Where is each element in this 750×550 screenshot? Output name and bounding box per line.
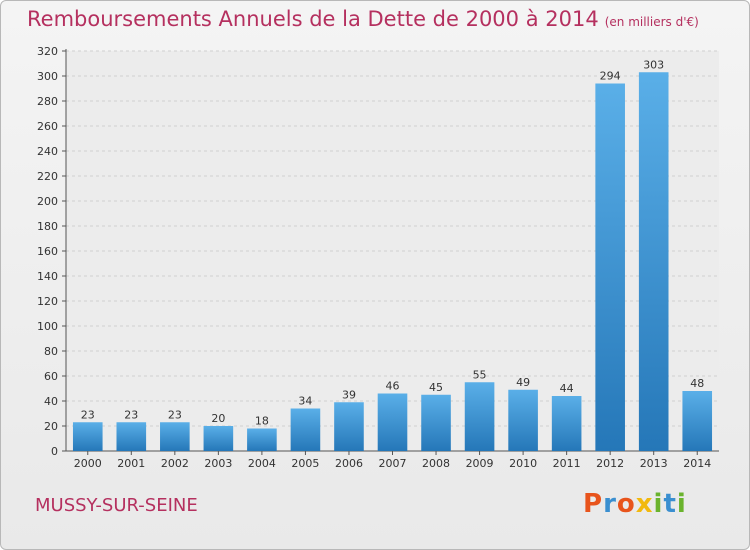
y-tick-label: 160 xyxy=(37,245,58,258)
logo-letter: i xyxy=(653,489,664,519)
data-label: 48 xyxy=(690,377,704,390)
y-tick-label: 200 xyxy=(37,195,58,208)
x-tick-label: 2012 xyxy=(596,457,624,470)
bar xyxy=(247,428,277,451)
y-tick-label: 100 xyxy=(37,320,58,333)
logo-letter: P xyxy=(583,489,604,519)
bar xyxy=(203,426,234,451)
bar xyxy=(595,83,625,451)
y-tick-label: 280 xyxy=(37,95,58,108)
chart-title-text: Remboursements Annuels de la Dette de 20… xyxy=(27,7,599,31)
x-tick-label: 2014 xyxy=(683,457,711,470)
y-tick-label: 300 xyxy=(37,70,58,83)
logo-letter: i xyxy=(676,489,687,519)
x-tick-label: 2006 xyxy=(335,457,363,470)
x-tick-label: 2000 xyxy=(74,457,102,470)
logo-letter: o xyxy=(616,489,636,519)
data-label: 23 xyxy=(81,408,95,421)
y-tick-label: 120 xyxy=(37,295,58,308)
bar xyxy=(160,422,190,451)
data-label: 18 xyxy=(255,415,269,428)
data-label: 44 xyxy=(560,382,574,395)
data-label: 23 xyxy=(168,408,182,421)
x-tick-label: 2009 xyxy=(466,457,494,470)
bar xyxy=(290,408,321,451)
chart-title: Remboursements Annuels de la Dette de 20… xyxy=(27,7,699,31)
data-label: 45 xyxy=(429,381,443,394)
logo-letter: t xyxy=(663,489,677,519)
y-tick-label: 40 xyxy=(44,395,58,408)
x-tick-label: 2013 xyxy=(640,457,668,470)
bar xyxy=(421,394,451,451)
x-tick-label: 2007 xyxy=(379,457,407,470)
y-tick-label: 260 xyxy=(37,120,58,133)
logo-letter: x xyxy=(635,489,654,519)
x-tick-label: 2005 xyxy=(291,457,319,470)
data-label: 34 xyxy=(298,395,312,408)
x-tick-label: 2008 xyxy=(422,457,450,470)
x-tick-label: 2004 xyxy=(248,457,276,470)
data-label: 20 xyxy=(211,412,225,425)
logo-letter: r xyxy=(603,489,617,519)
y-tick-label: 20 xyxy=(44,420,58,433)
bar xyxy=(551,396,582,451)
x-tick-label: 2010 xyxy=(509,457,537,470)
proxiti-logo: Proxiti xyxy=(583,489,687,519)
bar xyxy=(464,382,495,451)
y-tick-label: 80 xyxy=(44,345,58,358)
bar xyxy=(72,422,103,451)
bar xyxy=(682,391,713,451)
y-tick-label: 240 xyxy=(37,145,58,158)
bar xyxy=(377,393,408,451)
data-label: 55 xyxy=(473,368,487,381)
chart-unit: (en milliers d'€) xyxy=(604,15,699,29)
data-label: 294 xyxy=(600,70,621,83)
x-tick-label: 2001 xyxy=(117,457,145,470)
y-tick-label: 0 xyxy=(51,445,58,458)
data-label: 23 xyxy=(124,408,138,421)
y-tick-label: 60 xyxy=(44,370,58,383)
bar xyxy=(638,72,669,451)
data-label: 46 xyxy=(386,380,400,393)
x-tick-label: 2002 xyxy=(161,457,189,470)
y-tick-label: 220 xyxy=(37,170,58,183)
bar xyxy=(508,389,538,451)
y-tick-label: 140 xyxy=(37,270,58,283)
y-tick-label: 320 xyxy=(37,45,58,58)
city-name: MUSSY-SUR-SEINE xyxy=(35,495,198,516)
data-label: 303 xyxy=(643,58,664,71)
bar xyxy=(116,422,147,451)
x-tick-label: 2003 xyxy=(204,457,232,470)
bar xyxy=(334,402,364,451)
data-label: 49 xyxy=(516,376,530,389)
x-tick-label: 2011 xyxy=(553,457,581,470)
y-tick-label: 180 xyxy=(37,220,58,233)
data-label: 39 xyxy=(342,388,356,401)
